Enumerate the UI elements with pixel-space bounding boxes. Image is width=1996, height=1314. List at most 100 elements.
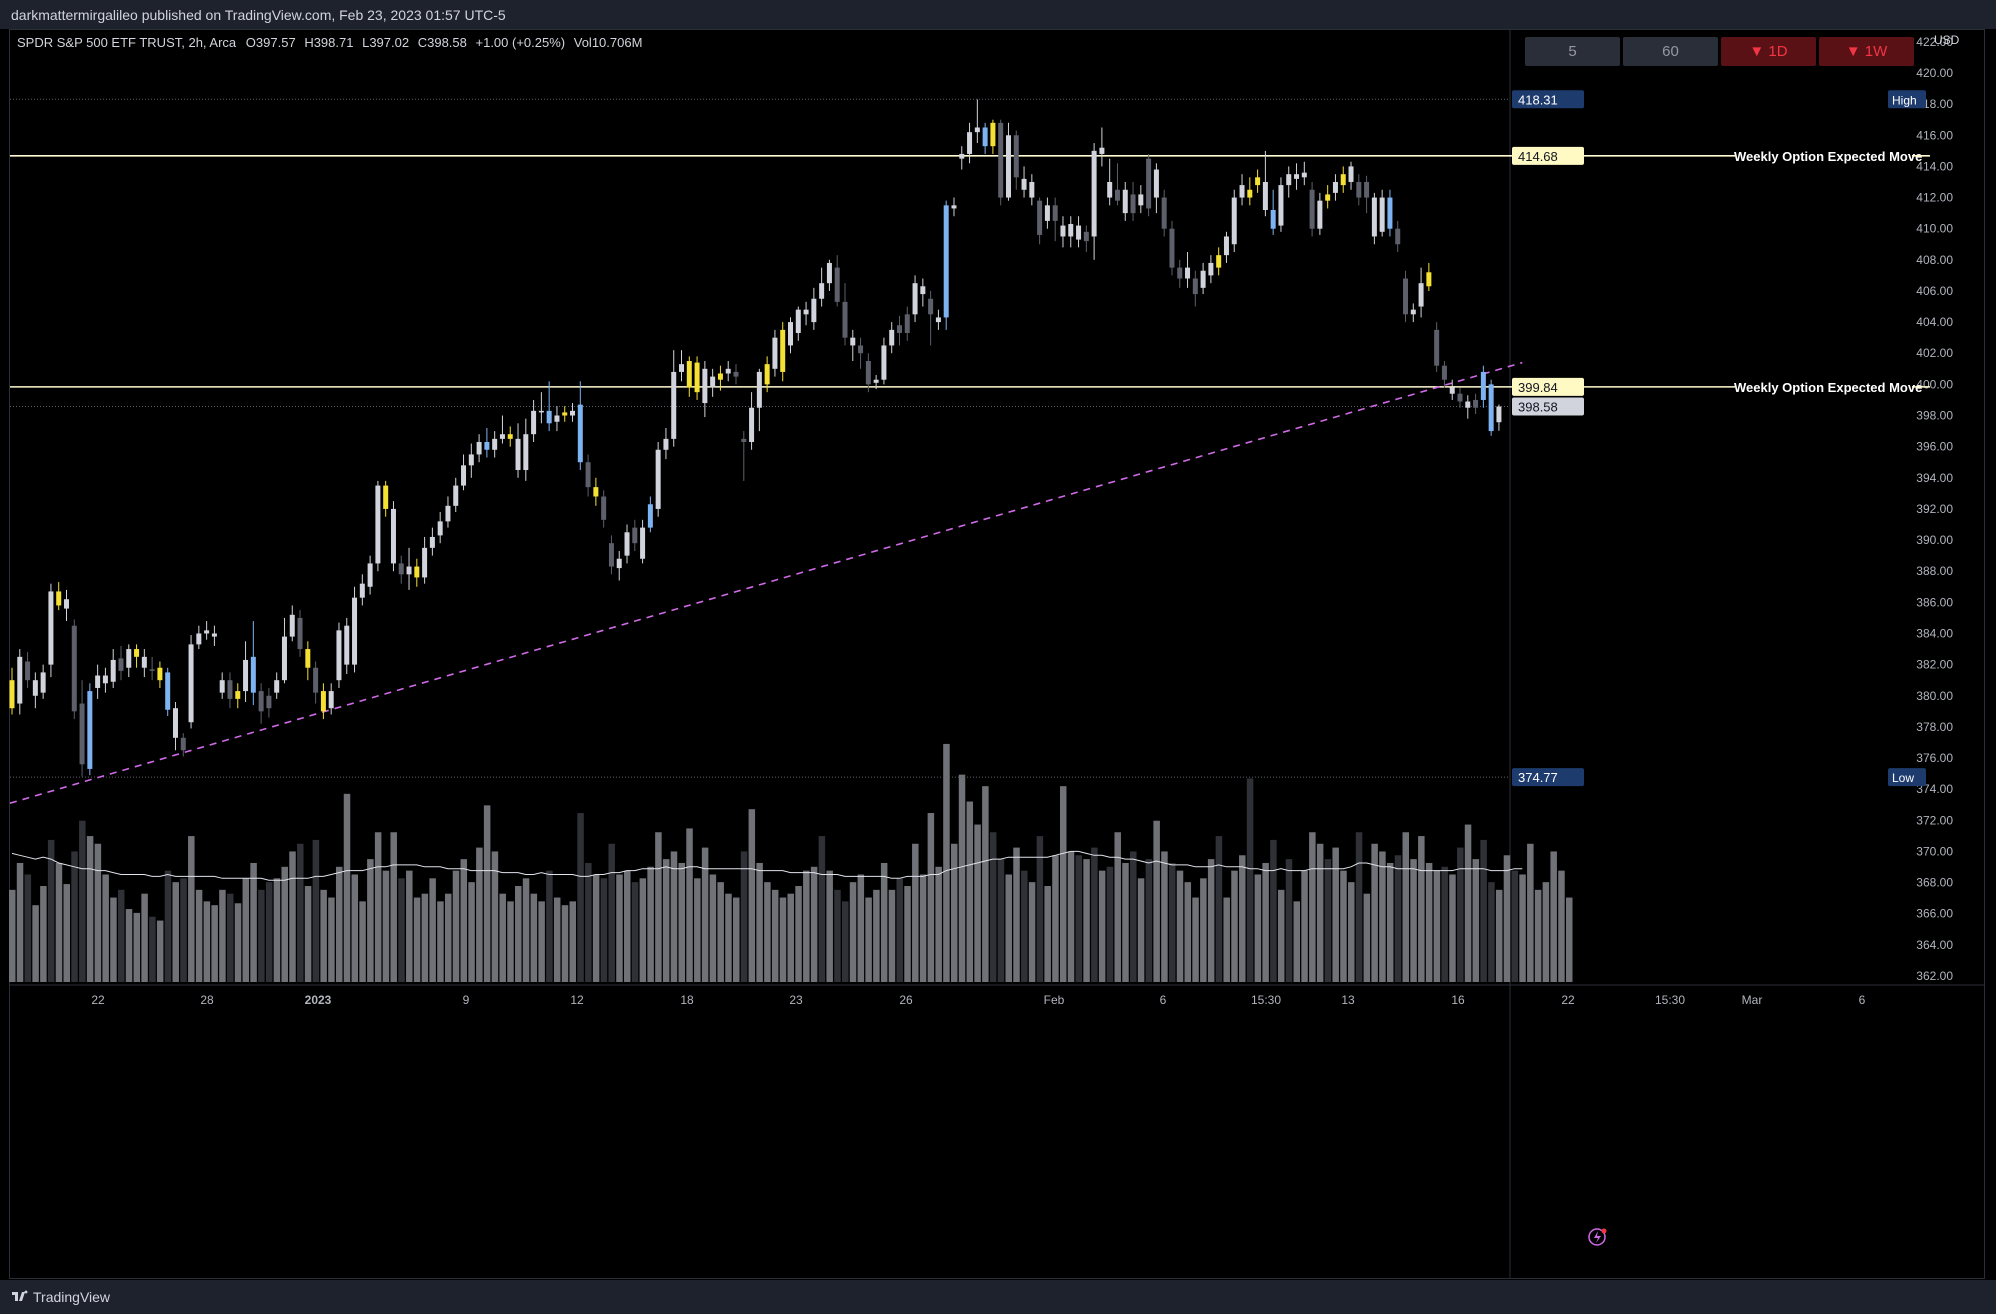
candle-body: [1029, 181, 1035, 198]
candle: [414, 558, 420, 587]
volume-bar: [1231, 870, 1238, 982]
volume-bar: [880, 862, 888, 982]
volume-bar: [444, 893, 452, 982]
candle: [1029, 174, 1035, 206]
candle: [935, 309, 941, 330]
candle-body: [780, 329, 786, 372]
volume-bar: [398, 878, 405, 982]
volume-bar: [1137, 878, 1145, 982]
volume-bar: [919, 874, 927, 982]
symbol-name[interactable]: SPDR S&P 500 ETF TRUST, 2h, Arca: [17, 35, 237, 50]
candle-body: [110, 659, 116, 682]
time-tick-label: 22: [1561, 993, 1575, 1007]
candle-body: [1177, 267, 1183, 279]
candle-body: [289, 614, 295, 637]
volume-bar: [1013, 847, 1020, 982]
timeframe-1d-button[interactable]: ▼ 1D: [1721, 37, 1816, 66]
volume-bar: [1036, 836, 1044, 982]
candle-body: [1262, 181, 1268, 211]
volume-bar: [647, 866, 654, 982]
price-tick-label: 388.00: [1916, 564, 1953, 578]
candle: [1177, 259, 1183, 288]
volume-bar: [849, 882, 857, 982]
candle: [741, 431, 747, 481]
volume-bar: [1480, 839, 1487, 982]
candle: [499, 415, 505, 444]
currency-label[interactable]: USD: [1934, 33, 1960, 47]
tradingview-logo-icon: [12, 1290, 28, 1301]
volume-bar: [1402, 832, 1410, 982]
candle-body: [63, 599, 69, 609]
price-axis[interactable]: 362.00 364.00 366.00 368.00 370.00 372.00 374.…: [1509, 30, 1953, 1279]
timeframe-1w-button[interactable]: ▼ 1W: [1819, 37, 1914, 66]
volume-bar: [756, 862, 763, 982]
candle: [422, 536, 428, 584]
candle: [1418, 267, 1424, 318]
candle: [1426, 262, 1432, 291]
price-tick-label: 416.00: [1916, 128, 1953, 142]
candle-body: [1161, 197, 1167, 229]
candle-body: [1231, 197, 1237, 245]
volume-bar: [382, 870, 390, 982]
candle: [616, 550, 622, 581]
candle: [1122, 181, 1128, 221]
candle-body: [40, 672, 46, 693]
candle-body: [889, 329, 895, 346]
candle-body: [1107, 181, 1113, 198]
candle: [538, 392, 544, 424]
volume-bar: [258, 889, 265, 982]
footer-brand[interactable]: TradingView: [33, 1289, 111, 1305]
timeframe-buttons[interactable]: 5 60 ▼ 1D ▼ 1W: [1525, 37, 1914, 66]
candle: [126, 644, 132, 678]
candle-body: [219, 680, 225, 693]
volume-bar: [164, 870, 172, 982]
candle: [1473, 393, 1479, 414]
volume-bar: [226, 893, 234, 982]
volume-bar: [1394, 855, 1402, 982]
candle-body: [274, 680, 280, 693]
volume-bar: [1083, 859, 1090, 982]
candle: [1387, 189, 1393, 237]
candle: [1488, 379, 1494, 436]
volume-bar: [335, 866, 343, 982]
volume-bar: [242, 878, 250, 982]
candle: [204, 621, 210, 640]
volume-bar: [359, 901, 366, 982]
candle-body: [87, 691, 93, 769]
candle-body: [967, 132, 973, 154]
candle-body: [258, 691, 264, 712]
candle: [1185, 252, 1191, 288]
volume-bar: [172, 882, 179, 982]
volume-bar: [608, 843, 615, 982]
symbol-legend[interactable]: SPDR S&P 500 ETF TRUST, 2h, Arca O397.57…: [17, 35, 642, 50]
volume-bar: [452, 870, 460, 982]
candle-body: [1247, 189, 1253, 198]
timeframe-60-button[interactable]: 60: [1623, 37, 1718, 66]
timeframe-5-button[interactable]: 5: [1525, 37, 1620, 66]
candle-body: [515, 438, 521, 471]
candle: [328, 683, 334, 715]
volume-bar: [1457, 847, 1464, 982]
candle-body: [608, 543, 614, 567]
volume-bar: [764, 882, 771, 982]
candle-body: [1068, 224, 1074, 237]
candle: [959, 146, 965, 170]
candle: [710, 368, 716, 397]
candle-body: [749, 407, 755, 442]
expected-move-label: Weekly Option Expected Move: [1734, 380, 1922, 395]
candle-body: [1379, 197, 1385, 232]
candle-body: [297, 617, 303, 650]
volume-bar: [47, 839, 55, 982]
volume-bar: [1309, 832, 1316, 982]
candle: [297, 610, 303, 657]
volume-bar: [265, 882, 273, 982]
candle: [1449, 379, 1455, 400]
volume-bar: [1316, 843, 1324, 982]
candle-body: [873, 379, 879, 383]
volume-bar: [725, 893, 732, 982]
time-axis[interactable]: 22 28 2023 9 12 18 23 26 Feb 6 15:30 13 16 22 15:30 Mar…: [10, 984, 1985, 1007]
volume-bar: [1324, 859, 1332, 982]
price-tick-label: 394.00: [1916, 471, 1953, 485]
volume-bar: [810, 866, 818, 982]
